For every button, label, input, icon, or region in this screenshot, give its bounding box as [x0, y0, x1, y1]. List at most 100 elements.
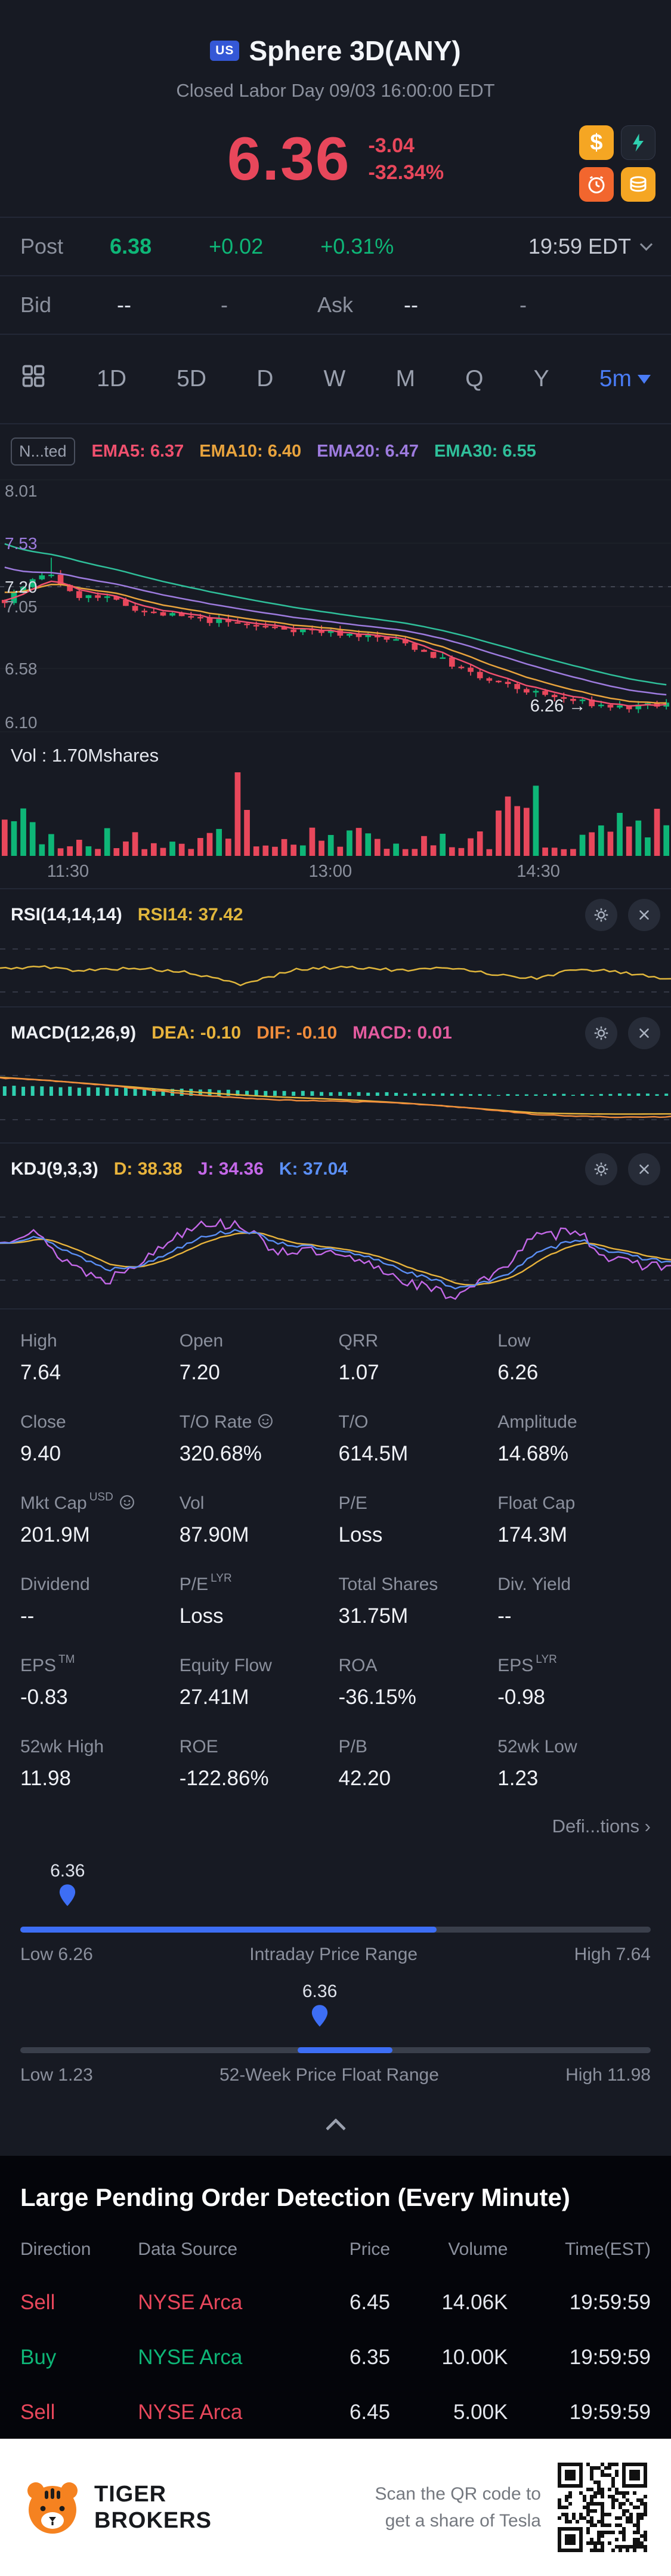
pending-table: Direction Data Source Price Volume Time(EST)… [20, 2239, 651, 2424]
stat-value: 7.20 [179, 1361, 220, 1384]
stat-close: Close 9.40 [20, 1412, 174, 1466]
volume-chart[interactable] [0, 768, 671, 857]
indicator-settings-icon[interactable] [585, 1017, 617, 1049]
kdj-value: D: 38.38 [113, 1159, 183, 1179]
tab-5d[interactable]: 5D [177, 366, 207, 392]
rsi-value: RSI14: 37.42 [137, 905, 243, 925]
tab-d[interactable]: D [256, 366, 274, 392]
indicator-settings-icon[interactable] [585, 899, 617, 931]
price-section: 6.36 -3.04 -32.34% $ [0, 124, 671, 217]
candlestick-chart[interactable]: 8.01 7.53 7.207.05 6.58 6.10 6.26 → [0, 472, 671, 740]
pending-order-row[interactable]: Buy NYSE Arca 6.35 10.00K 19:59:59 [20, 2346, 651, 2369]
coins-icon[interactable] [621, 167, 655, 202]
info-icon[interactable] [258, 1413, 273, 1429]
stat-label: EPS [20, 1656, 57, 1675]
stat-equity-flow: Equity Flow 27.41M [180, 1656, 333, 1709]
ask-size: - [520, 292, 527, 317]
stat-label: T/O Rate [179, 1412, 252, 1432]
macd-chart[interactable] [0, 1053, 671, 1142]
post-time: 19:59 EDT [528, 234, 631, 258]
stat-value: -36.15% [338, 1686, 416, 1709]
order-direction: Buy [20, 2346, 57, 2369]
indicator-close-icon[interactable] [628, 1153, 660, 1185]
rsi-name: RSI(14,14,14) [11, 905, 122, 925]
tab-y[interactable]: Y [533, 366, 549, 392]
feature-shortcuts: $ [579, 125, 655, 202]
svg-text:8.01: 8.01 [5, 482, 38, 500]
stat-value: 42.20 [338, 1767, 391, 1790]
time-label: 14:30 [517, 862, 560, 881]
alarm-icon[interactable] [579, 167, 614, 202]
rsi-chart[interactable] [0, 935, 671, 1006]
qr-code [558, 2463, 647, 2552]
stat-label: Mkt Cap [20, 1493, 87, 1513]
pin-icon [58, 1884, 76, 1911]
slider-current-value: 6.36 [50, 1861, 85, 1881]
indicator-close-icon[interactable] [628, 899, 660, 931]
pending-order-row[interactable]: Sell NYSE Arca 6.45 5.00K 19:59:59 [20, 2401, 651, 2424]
collapse-button[interactable] [0, 2085, 671, 2151]
stat-label-superscript: TM [58, 1653, 75, 1666]
clock-glyph [588, 175, 605, 193]
ask-label: Ask [317, 292, 354, 317]
stat-value: 174.3M [497, 1523, 567, 1546]
stat-52wk-low: 52wk Low 1.23 [497, 1737, 651, 1791]
stat-label: Equity Flow [179, 1656, 272, 1675]
tiger-logo [27, 2482, 78, 2534]
stat-label-superscript: LYR [536, 1653, 557, 1666]
stock-title: Sphere 3D(ANY) [249, 35, 461, 66]
ema-label: EMA5: 6.37 [91, 442, 184, 461]
brand-line-2: BROKERS [94, 2508, 212, 2533]
svg-text:7.20: 7.20 [5, 578, 38, 596]
indicator-close-icon[interactable] [628, 1017, 660, 1049]
stat-52wk-high: 52wk High 11.98 [20, 1737, 174, 1791]
macd-panel: MACD(12,26,9) DEA: -0.10 DIF: -0.10 MACD: … [0, 1007, 671, 1144]
range-title: 52-Week Price Float Range [219, 2065, 439, 2085]
info-icon[interactable] [119, 1495, 135, 1510]
footer: TIGER BROKERS Scan the QR code to get a … [0, 2439, 671, 2576]
indicator-settings-icon[interactable] [585, 1153, 617, 1185]
stat-label: High [20, 1331, 57, 1351]
pending-table-header: Direction Data Source Price Volume Time(EST) [20, 2239, 651, 2260]
adjustment-badge[interactable]: N...ted [11, 437, 75, 466]
chevron-down-icon [639, 238, 653, 251]
tab-1d[interactable]: 1D [97, 366, 127, 392]
tab-m[interactable]: M [395, 366, 415, 392]
kdj-chart[interactable] [0, 1189, 671, 1308]
range-title: Intraday Price Range [249, 1945, 418, 1964]
tab-w[interactable]: W [323, 366, 346, 392]
order-time: 19:59:59 [569, 2346, 651, 2369]
stat-mkt-cap: Mkt Cap USD 201.9M [20, 1491, 174, 1547]
definitions-link[interactable]: Defi...tions › [0, 1791, 671, 1844]
tab-interval-selector[interactable]: 5m [599, 366, 651, 392]
kdj-value: K: 37.04 [279, 1159, 348, 1179]
pending-order-row[interactable]: Sell NYSE Arca 6.45 14.06K 19:59:59 [20, 2291, 651, 2315]
range-high-label: High 7.64 [574, 1945, 651, 1964]
ema-label: EMA10: 6.40 [199, 442, 302, 461]
stat-dividend: Dividend -- [20, 1574, 174, 1628]
order-direction: Sell [20, 2401, 55, 2424]
kdj-values: D: 38.38 J: 34.36 K: 37.04 [114, 1159, 348, 1179]
stat-value: 6.26 [497, 1361, 539, 1384]
dollar-icon[interactable]: $ [579, 125, 614, 160]
post-time-selector[interactable]: 19:59 EDT [528, 234, 653, 259]
stat-eps: EPS TM -0.83 [20, 1653, 174, 1709]
price-change-pct: -32.34% [368, 161, 444, 184]
chart-grid-icon[interactable] [20, 363, 47, 395]
scan-text-line-2: get a share of Tesla [385, 2511, 541, 2531]
stat-label: P/E [338, 1493, 367, 1513]
tab-q[interactable]: Q [465, 366, 484, 392]
kdj-name: KDJ(9,3,3) [11, 1159, 98, 1179]
grid-glyph [22, 365, 45, 387]
slider-fill [298, 2047, 392, 2053]
macd-value: DEA: -0.10 [151, 1023, 242, 1043]
range-high-label: High 11.98 [565, 2065, 651, 2085]
pending-orders-title: Large Pending Order Detection (Every Min… [20, 2183, 570, 2211]
stat-label-superscript: LYR [211, 1572, 232, 1585]
stat-div-yield: Div. Yield -- [497, 1574, 651, 1628]
kdj-value: J: 34.36 [197, 1159, 264, 1179]
volume-label: Vol : 1.70Mshares [11, 745, 159, 766]
macd-value: DIF: -0.10 [256, 1023, 338, 1043]
time-label: 11:30 [47, 862, 89, 881]
flash-icon[interactable] [621, 125, 655, 160]
